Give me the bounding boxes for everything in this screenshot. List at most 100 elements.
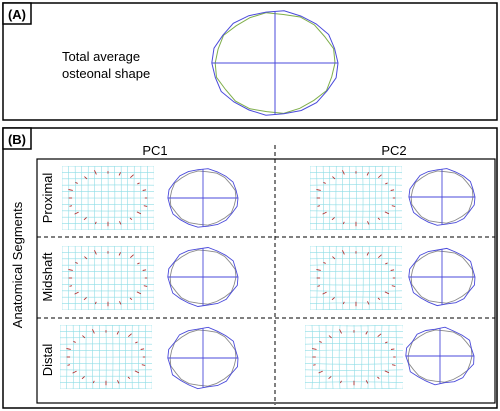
grid-line [310,309,402,310]
landmark-vector [341,250,345,255]
landmark-vector [390,348,395,350]
landmark-vector [66,348,71,350]
grid-line [310,166,402,167]
landmark-vector [68,189,73,191]
landmark-vector [377,174,382,179]
landmark-vector [377,297,381,301]
landmark-vector [135,341,138,344]
landmark-vector [137,182,140,185]
landmark-vector [74,291,79,295]
landmark-vector [384,370,390,374]
landmark-vector [84,176,88,180]
landmark-vector [83,297,87,301]
panel-a-tag: (A) [8,7,26,22]
landmark-vector [84,256,88,260]
landmark-vector [392,364,396,366]
landmark-vector [332,176,336,180]
average-osteon-shape [211,10,339,116]
grid-line [305,343,403,345]
landmark-vector [118,252,122,256]
shape-outline [211,10,339,116]
pc-outline [167,168,239,228]
landmark-vector [72,370,77,374]
shape-cell [62,246,239,310]
shape-cell [305,325,475,389]
landmark-vector [317,205,321,207]
shape-cell [310,166,476,230]
column-header-pc2: PC2 [381,143,406,158]
deformation-grid [310,246,402,310]
landmark-vector [322,291,327,295]
landmark-vector [377,217,381,221]
row-label-proximal: Proximal [40,173,55,224]
landmark-vector [339,380,342,384]
landmark-vector [118,172,122,176]
pc-outline [408,168,476,226]
shape-cell [310,246,476,310]
anatomical-segments-label: Anatomical Segments [10,201,25,328]
landmark-vector [93,250,97,255]
panel-b-tag: (B) [8,132,26,147]
grid-line [305,387,403,389]
landmark-vector [365,380,369,384]
pc-outline [405,326,475,386]
landmark-vector [319,340,322,343]
panel-a-tag-box [2,2,32,25]
landmark-vector [331,297,335,301]
deformation-grid [60,325,152,389]
grid-line [305,369,403,371]
grid-line [305,349,403,351]
landmark-vector [367,301,370,305]
landmark-vector [143,285,148,287]
row-label-midshaft: Midshaft [40,252,55,302]
landmark-vector [67,364,71,366]
landmark-vector [127,333,132,338]
shape-cell [60,325,239,390]
landmark-vector [127,376,131,380]
landmark-vector [323,261,326,264]
landmark-vector [140,348,145,350]
deformation-grid [62,166,154,230]
landmark-vector [69,285,73,287]
landmark-vector [74,211,79,215]
landmark-vector [117,380,120,384]
landmark-vector [342,221,345,225]
deformation-grid [305,325,403,389]
landmark-vector [385,341,388,344]
landmark-vector [91,329,95,334]
landmark-vector [377,376,380,379]
grid-line [310,290,402,292]
pc-outline [408,247,476,307]
grid-line [310,284,402,286]
landmark-vector [390,189,395,191]
row-label-distal: Distal [40,344,55,377]
landmark-vector [318,370,323,374]
landmark-vector [339,329,342,334]
grid-line [310,246,402,247]
panel-a-caption-line1: Total average [62,49,140,64]
landmark-vector [141,364,146,366]
pc-outline [167,326,239,390]
landmark-vector [119,221,122,225]
landmark-vector [68,269,73,271]
panel-a-frame [2,2,498,121]
landmark-vector [75,181,78,184]
grid-line [402,325,403,389]
landmark-vector [317,285,321,287]
landmark-vector [366,172,370,176]
column-header-pc1: PC1 [142,143,167,158]
landmark-vector [129,297,133,301]
landmark-vector [94,221,97,225]
landmark-vector [385,262,388,265]
landmark-vector [331,217,335,221]
landmark-vector [142,269,147,271]
landmark-vector [390,269,395,271]
landmark-vector [316,189,321,191]
landmark-vector [92,380,95,384]
landmark-vector [328,376,332,380]
panel-a: (A) Total average osteonal shape [2,2,498,121]
panel-a-caption-line2: osteonal shape [62,66,150,81]
landmark-vector [341,170,345,175]
landmark-vector [384,291,390,295]
